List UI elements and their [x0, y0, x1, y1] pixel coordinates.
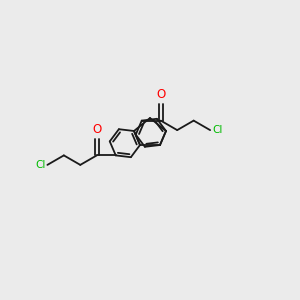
Text: Cl: Cl	[212, 125, 223, 135]
Text: O: O	[92, 123, 101, 136]
Text: Cl: Cl	[35, 160, 45, 170]
Text: O: O	[156, 88, 165, 101]
